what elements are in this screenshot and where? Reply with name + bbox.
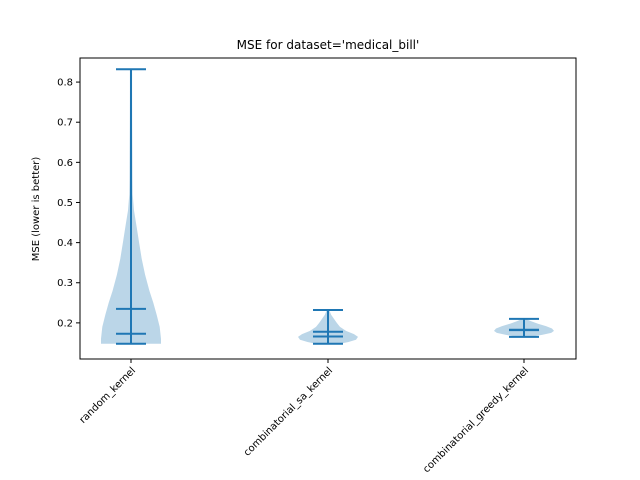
y-tick-label: 0.6 (57, 158, 73, 169)
x-tick-label: random_kernel (78, 365, 139, 426)
y-tick-label: 0.3 (57, 278, 73, 289)
y-tick-label: 0.4 (57, 238, 73, 249)
y-tick-label: 0.5 (57, 198, 73, 209)
y-tick-label: 0.7 (57, 118, 73, 129)
y-tick-label: 0.8 (57, 78, 73, 89)
x-tick-label: combinatorial_sa_kernel (242, 365, 335, 458)
y-axis-label: MSE (lower is better) (31, 157, 42, 262)
plot-area: 0.2 0.3 0.4 0.5 0.6 0.7 0.8 random_kernel combin… (57, 57, 577, 475)
chart-title: MSE for dataset='medical_bill' (237, 38, 420, 52)
x-tick-label: combinatorial_greedy_kernel (421, 365, 531, 475)
y-tick-label: 0.2 (57, 318, 73, 329)
